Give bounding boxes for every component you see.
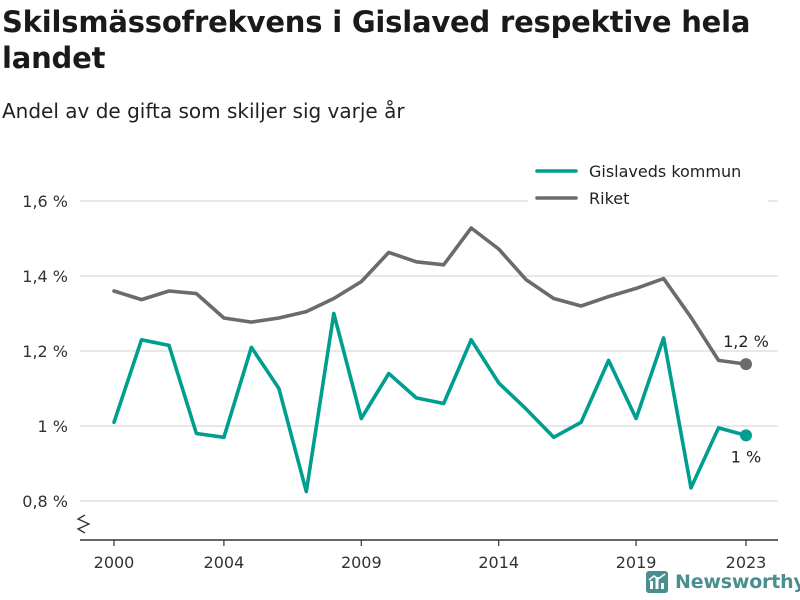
y-tick-label: 0,8 % [22,492,68,511]
gislaved-series-line [112,311,748,494]
x-tick-label: 2004 [204,553,245,572]
legend-label-riket: Riket [589,189,629,208]
x-tick-label: 2019 [616,553,657,572]
gislaved-end-point [740,429,752,442]
x-axis [76,514,778,541]
legend-label-gislaved: Gislaveds kommun [589,162,741,181]
riket-series-line [112,226,748,366]
riket-end-point [740,358,752,371]
y-axis-ticks: 0,8 % 1 % 1,2 % 1,4 % 1,6 % [22,192,68,511]
x-tick-label: 2023 [726,553,767,572]
y-tick-label: 1,6 % [22,192,68,211]
x-tick-label: 2014 [478,553,519,572]
chart-subtitle: Andel av de gifta som skiljer sig varje … [2,99,405,123]
brand-name: Newsworthy [675,571,800,593]
riket-end-label: 1,2 % [723,332,769,351]
gridlines [80,200,778,502]
y-tick-label: 1,4 % [22,267,68,286]
gislaved-end-label: 1 % [731,447,761,466]
end-labels: 1 % 1,2 % [723,332,769,466]
newsworthy-logo: Newsworthy [645,570,800,594]
x-tick-label: 2000 [94,553,135,572]
x-axis-ticks: 2000 2004 2009 2014 2019 2023 [94,540,767,572]
axis-break-icon [76,514,91,534]
y-tick-label: 1,2 % [22,342,68,361]
newsworthy-logo-icon [646,571,668,593]
series-lines [112,226,752,494]
y-tick-label: 1 % [38,417,68,436]
x-tick-label: 2009 [341,553,382,572]
legend: Gislaveds kommun Riket [528,155,768,208]
chart-title: Skilsmässofrekvens i Gislaved respektive… [2,5,751,75]
